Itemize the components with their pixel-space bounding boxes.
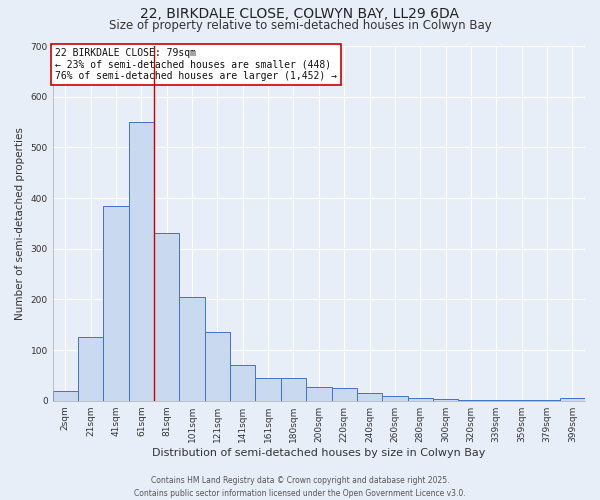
Bar <box>78 338 103 400</box>
Bar <box>205 332 230 400</box>
Bar <box>332 388 357 400</box>
Bar <box>281 378 306 400</box>
Text: Contains HM Land Registry data © Crown copyright and database right 2025.
Contai: Contains HM Land Registry data © Crown c… <box>134 476 466 498</box>
Y-axis label: Number of semi-detached properties: Number of semi-detached properties <box>15 127 25 320</box>
X-axis label: Distribution of semi-detached houses by size in Colwyn Bay: Distribution of semi-detached houses by … <box>152 448 485 458</box>
Text: Size of property relative to semi-detached houses in Colwyn Bay: Size of property relative to semi-detach… <box>109 19 491 32</box>
Bar <box>256 378 281 400</box>
Bar <box>179 297 205 401</box>
Bar <box>407 398 433 400</box>
Bar <box>433 399 458 400</box>
Bar <box>382 396 407 400</box>
Text: 22, BIRKDALE CLOSE, COLWYN BAY, LL29 6DA: 22, BIRKDALE CLOSE, COLWYN BAY, LL29 6DA <box>140 8 460 22</box>
Bar <box>154 234 179 400</box>
Bar <box>230 365 256 400</box>
Bar <box>103 206 129 400</box>
Bar <box>560 398 585 400</box>
Bar <box>129 122 154 400</box>
Bar <box>357 393 382 400</box>
Text: 22 BIRKDALE CLOSE: 79sqm
← 23% of semi-detached houses are smaller (448)
76% of : 22 BIRKDALE CLOSE: 79sqm ← 23% of semi-d… <box>55 48 337 81</box>
Bar <box>53 390 78 400</box>
Bar <box>306 386 332 400</box>
